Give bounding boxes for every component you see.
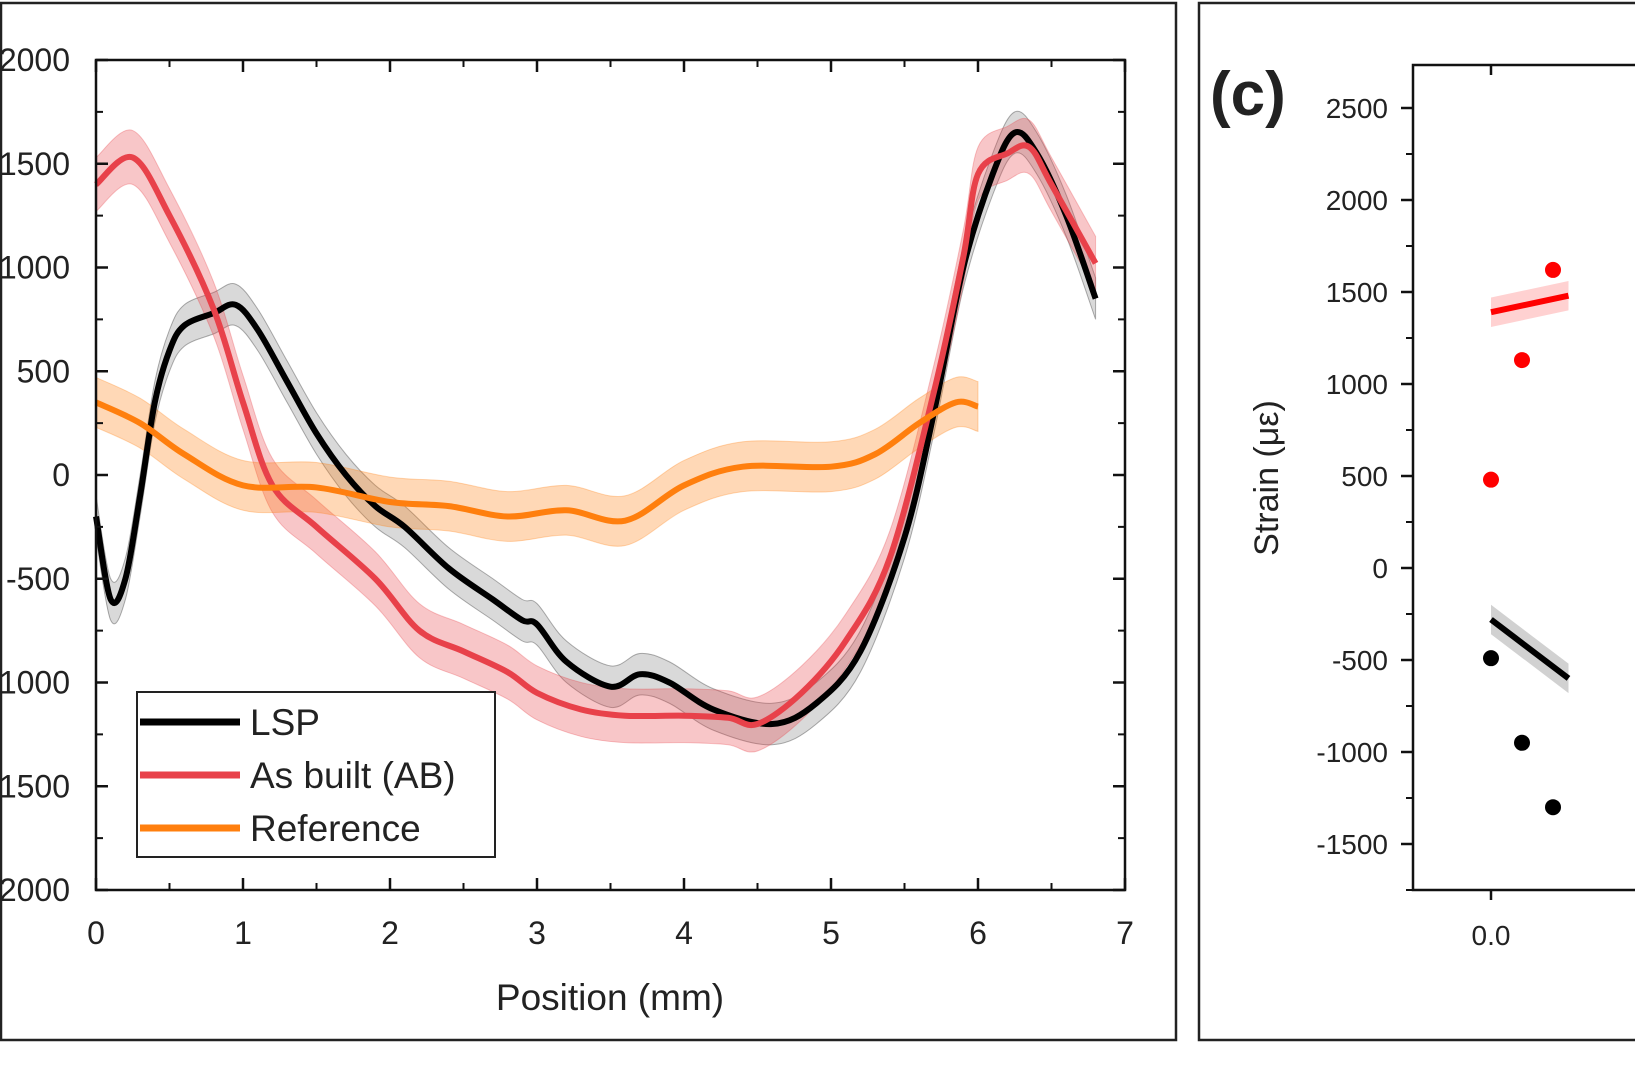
x-tick-label: 1 [234,915,252,951]
x-tick-label: 4 [675,915,693,951]
x-tick-label: 5 [822,915,840,951]
y-tick-label: -2000 [0,872,70,908]
series-line-1 [93,142,1099,728]
x-tick-label: 0 [87,915,105,951]
y-tick-label: -1500 [0,768,70,804]
panel-b-frame [0,1,1178,1042]
y-tick-label: -500 [6,561,70,597]
y-tick-label: 1000 [0,250,70,286]
y-tick-label: 2500 [1326,93,1388,124]
y-tick-label: -500 [1332,645,1388,676]
series-line-2 [94,398,979,525]
x-axis-label: Position (mm) [496,977,724,1018]
data-point [1545,799,1561,816]
y-tick-label: -1500 [1316,829,1388,860]
fit-line-0 [1490,292,1570,316]
y-tick-label: 0 [52,457,70,493]
y-tick-label: 1500 [0,146,70,182]
y-tick-label: 500 [17,353,70,389]
x-tick-label: 2 [381,915,399,951]
legend-label: Reference [250,808,421,849]
error-band-2 [95,376,979,547]
y-tick-label: 2000 [0,42,70,78]
data-point [1514,352,1530,369]
panel-label: (c) [1210,60,1286,129]
legend: LSP As built (AB) Reference [136,691,496,858]
x-tick-label: 0.0 [1472,920,1511,951]
data-point [1483,471,1499,488]
legend-label: LSP [250,702,320,743]
fit-line-1 [1489,617,1571,681]
x-tick-label: 3 [528,915,546,951]
y-tick-label: 2000 [1326,185,1388,216]
panel-c-frame [1197,1,1635,1042]
data-point [1545,261,1561,278]
y-tick-label: -1000 [1316,737,1388,768]
y-tick-label: 500 [1341,461,1388,492]
plot-area [1411,63,1635,892]
y-tick-label: -1000 [0,665,70,701]
x-tick-label: 6 [969,915,987,951]
y-tick-label: 1500 [1326,277,1388,308]
x-tick-label: 7 [1116,915,1134,951]
y-axis-label: Strain (με) [1248,400,1286,556]
y-tick-label: 1000 [1326,369,1388,400]
y-tick-label: 0 [1372,553,1388,584]
data-point [1483,650,1499,667]
data-point [1514,734,1530,751]
legend-label: As built (AB) [250,755,456,796]
error-band-1 [95,117,1097,753]
